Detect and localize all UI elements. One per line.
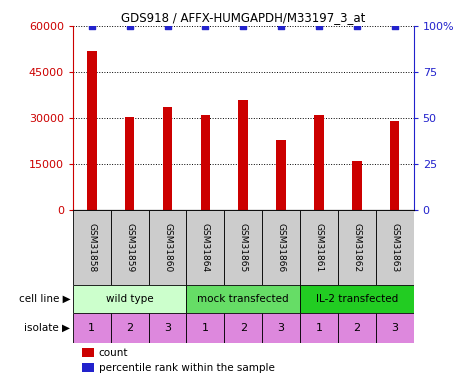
Text: 1: 1	[202, 323, 209, 333]
Text: 3: 3	[391, 323, 398, 333]
Bar	[238, 100, 248, 210]
Text: GSM31860: GSM31860	[163, 223, 172, 272]
Text: percentile rank within the sample: percentile rank within the sample	[99, 363, 274, 373]
Title: GDS918 / AFFX-HUMGAPDH/M33197_3_at: GDS918 / AFFX-HUMGAPDH/M33197_3_at	[121, 11, 365, 24]
Bar	[276, 140, 286, 210]
Bar	[262, 210, 300, 285]
Point	[353, 23, 360, 29]
Text: mock transfected: mock transfected	[197, 294, 289, 304]
Point	[391, 23, 399, 29]
Point	[315, 23, 323, 29]
Point	[202, 23, 209, 29]
Point	[277, 23, 285, 29]
Point	[239, 23, 247, 29]
Bar	[352, 161, 361, 210]
Bar	[376, 313, 414, 343]
Bar	[300, 210, 338, 285]
Bar	[376, 210, 414, 285]
Point	[164, 23, 171, 29]
Bar	[187, 285, 300, 313]
Text: cell line ▶: cell line ▶	[19, 294, 70, 304]
Bar	[390, 121, 400, 210]
Bar	[73, 313, 111, 343]
Bar	[187, 313, 224, 343]
Bar	[149, 313, 187, 343]
Bar	[149, 210, 187, 285]
Bar	[125, 117, 134, 210]
Point	[88, 23, 95, 29]
Text: GSM31865: GSM31865	[239, 223, 248, 272]
Text: 2: 2	[240, 323, 247, 333]
Bar	[224, 313, 262, 343]
Text: wild type: wild type	[106, 294, 153, 304]
Text: GSM31859: GSM31859	[125, 223, 134, 272]
Text: 1: 1	[88, 323, 95, 333]
Bar	[314, 115, 324, 210]
Bar	[73, 285, 187, 313]
Bar	[300, 313, 338, 343]
Text: 1: 1	[315, 323, 322, 333]
Bar	[262, 313, 300, 343]
Text: GSM31866: GSM31866	[276, 223, 286, 272]
Bar	[201, 115, 210, 210]
Bar	[111, 210, 149, 285]
Text: GSM31861: GSM31861	[314, 223, 323, 272]
Bar	[73, 210, 111, 285]
Text: isolate ▶: isolate ▶	[24, 323, 70, 333]
Bar	[111, 313, 149, 343]
Bar	[163, 107, 172, 210]
Bar	[338, 313, 376, 343]
Bar	[87, 51, 96, 210]
Bar	[338, 210, 376, 285]
Point	[126, 23, 133, 29]
Text: count: count	[99, 348, 128, 358]
Text: IL-2 transfected: IL-2 transfected	[316, 294, 398, 304]
Text: GSM31858: GSM31858	[87, 223, 96, 272]
Text: GSM31863: GSM31863	[390, 223, 399, 272]
Text: 2: 2	[353, 323, 360, 333]
Text: 2: 2	[126, 323, 133, 333]
Bar	[224, 210, 262, 285]
Text: GSM31864: GSM31864	[201, 223, 210, 272]
Bar	[187, 210, 224, 285]
Text: GSM31862: GSM31862	[352, 223, 361, 272]
Text: 3: 3	[278, 323, 285, 333]
Bar	[300, 285, 414, 313]
Text: 3: 3	[164, 323, 171, 333]
